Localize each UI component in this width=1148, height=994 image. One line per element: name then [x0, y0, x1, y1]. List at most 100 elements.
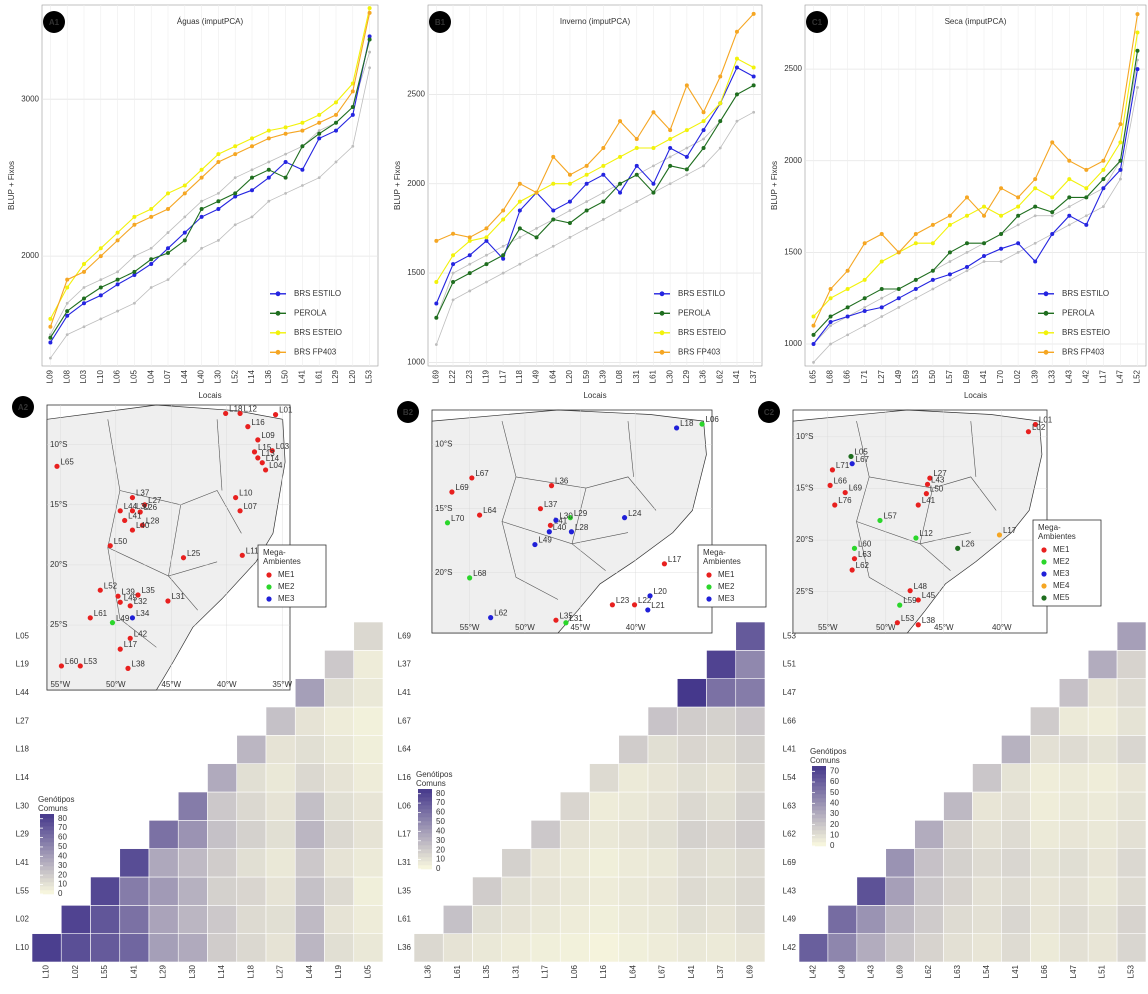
site-label: L17	[1003, 526, 1017, 535]
heat-cell	[178, 849, 207, 877]
site-label: L21	[651, 601, 665, 610]
heat-cell	[590, 764, 619, 792]
x-tick-label: L10	[42, 964, 51, 978]
heat-cell	[619, 735, 648, 763]
x-tick-label: L06	[113, 369, 122, 383]
background-point	[1017, 251, 1020, 254]
series-point	[1084, 195, 1088, 199]
colorbar-tick-label: 80	[436, 789, 445, 798]
heat-cell	[1001, 877, 1030, 905]
heat-cell	[707, 877, 736, 905]
series-point	[812, 324, 816, 328]
colorbar-segment	[40, 842, 54, 846]
site-point	[252, 449, 257, 454]
site-label: L61	[94, 609, 108, 618]
heat-cell	[915, 905, 944, 933]
chart-title: Seca (imputPCA)	[945, 17, 1007, 26]
heat-cell	[266, 707, 295, 735]
heat-cell	[1088, 934, 1117, 962]
series-point	[1084, 223, 1088, 227]
series-point	[82, 301, 86, 305]
series-point	[451, 262, 455, 266]
series-point	[999, 214, 1003, 218]
x-axis-title: Locais	[198, 391, 221, 400]
heat-cell	[1001, 905, 1030, 933]
series-point	[149, 257, 153, 261]
heat-cell	[502, 905, 531, 933]
legend-label: PEROLA	[678, 308, 711, 317]
site-point	[165, 598, 170, 603]
y-tick-label: 15°S	[435, 504, 452, 513]
legend-swatch	[1044, 291, 1049, 296]
background-point	[966, 251, 969, 254]
series-point	[535, 191, 539, 195]
series-point	[1101, 168, 1105, 172]
legend-title: Comuns	[38, 804, 68, 813]
background-point	[949, 278, 952, 281]
series-point	[116, 238, 120, 242]
y-tick-label: L69	[783, 858, 797, 867]
series-point	[451, 232, 455, 236]
x-tick-label: L10	[96, 369, 105, 383]
colorbar-segment	[812, 838, 826, 842]
legend-label: PEROLA	[294, 308, 327, 317]
series-point	[132, 223, 136, 227]
colorbar-segment	[812, 822, 826, 826]
background-point	[569, 236, 572, 239]
heat-cell	[91, 877, 120, 905]
legend-swatch	[1041, 559, 1046, 564]
heat-cell	[973, 877, 1002, 905]
site-point	[118, 647, 123, 652]
y-tick-label: L42	[783, 943, 797, 952]
colorbar-segment	[418, 789, 432, 793]
series-point	[668, 128, 672, 132]
series-point	[601, 200, 605, 204]
background-point	[897, 306, 900, 309]
background-point	[468, 290, 471, 293]
background-point	[931, 288, 934, 291]
y-axis-title: BLUP + Fixos	[770, 161, 779, 210]
colorbar-segment	[40, 838, 54, 842]
site-point	[848, 454, 853, 459]
heat-cell	[1059, 764, 1088, 792]
series-point	[914, 287, 918, 291]
series-point	[65, 309, 69, 313]
colorbar-segment	[418, 833, 432, 837]
site-point	[997, 532, 1002, 537]
background-point	[452, 298, 455, 301]
site-point	[118, 600, 123, 605]
y-tick-label: L47	[783, 688, 797, 697]
y-tick-label: 25°S	[796, 587, 813, 596]
series-point	[551, 182, 555, 186]
heat-cell	[619, 934, 648, 962]
y-tick-label: L41	[16, 858, 30, 867]
series-point	[1135, 30, 1139, 34]
background-point	[368, 66, 371, 69]
y-tick-label: 10°S	[50, 440, 67, 449]
heat-cell	[648, 905, 677, 933]
series-point	[897, 296, 901, 300]
x-tick-label: L30	[188, 964, 197, 978]
heat-cell	[120, 905, 149, 933]
x-tick-label: L42	[809, 964, 818, 978]
site-point	[662, 561, 667, 566]
series-point	[651, 110, 655, 114]
legend-title: Comuns	[810, 756, 840, 765]
heat-cell	[149, 877, 178, 905]
series-point	[735, 66, 739, 70]
heat-cell	[736, 792, 765, 820]
legend-title: Genótipos	[810, 747, 846, 756]
colorbar-tick-label: 60	[830, 777, 839, 786]
colorbar-segment	[812, 786, 826, 790]
series-point	[183, 191, 187, 195]
x-tick-label: L37	[716, 964, 725, 978]
heat-cell	[208, 877, 237, 905]
background-point	[863, 306, 866, 309]
series-point	[948, 214, 952, 218]
series-point	[200, 176, 204, 180]
panel-label: B1	[435, 18, 446, 27]
x-tick-label: L54	[982, 964, 991, 978]
x-tick-label: L30	[214, 369, 223, 383]
y-tick-label: L62	[783, 830, 797, 839]
series-point	[982, 254, 986, 258]
